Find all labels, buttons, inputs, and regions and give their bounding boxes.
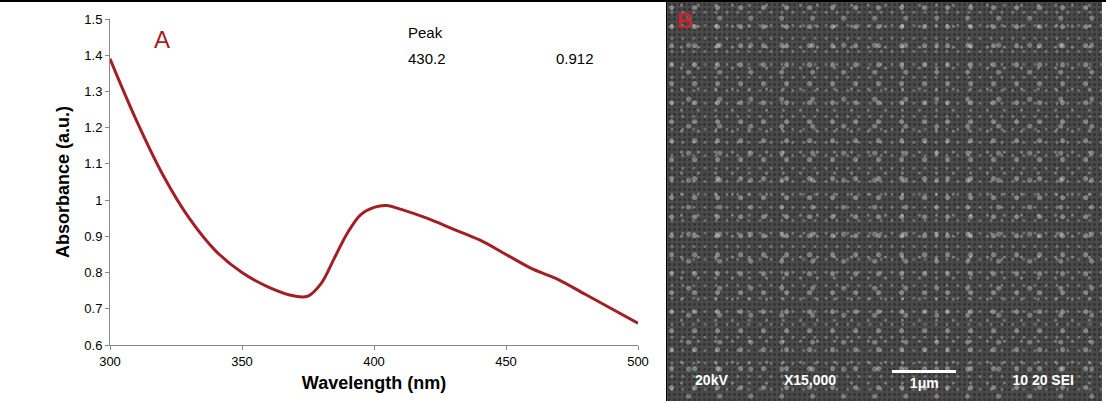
svg-text:0.7: 0.7	[84, 301, 102, 316]
svg-text:0.6: 0.6	[84, 338, 102, 353]
svg-text:1.3: 1.3	[84, 84, 102, 99]
svg-text:Absorbance (a.u.): Absorbance (a.u.)	[53, 106, 73, 258]
svg-text:1.4: 1.4	[84, 48, 102, 63]
html-text:1μm: 1μm	[909, 374, 939, 391]
svg-text:350: 350	[231, 354, 253, 369]
svg-text:500: 500	[627, 354, 649, 369]
svg-text:A: A	[154, 26, 170, 53]
svg-text:0.912: 0.912	[556, 50, 594, 67]
svg-text:0.8: 0.8	[84, 265, 102, 280]
svg-text:1.5: 1.5	[84, 12, 102, 27]
html-text:10 20 SEI: 10 20 SEI	[1012, 372, 1074, 388]
svg-text:400: 400	[363, 354, 385, 369]
svg-text:Peak: Peak	[408, 24, 443, 41]
svg-text:Wavelength (nm): Wavelength (nm)	[302, 373, 446, 393]
svg-text:450: 450	[495, 354, 517, 369]
svg-text:1.2: 1.2	[84, 120, 102, 135]
svg-text:300: 300	[99, 354, 121, 369]
svg-text:1.1: 1.1	[84, 156, 102, 171]
svg-text:0.9: 0.9	[84, 229, 102, 244]
svg-text:1: 1	[95, 193, 102, 208]
svg-text:430.2: 430.2	[408, 50, 446, 67]
html-text:B: B	[677, 8, 693, 33]
html-text:20kV: 20kV	[695, 372, 728, 388]
html-text:X15,000: X15,000	[783, 372, 837, 388]
